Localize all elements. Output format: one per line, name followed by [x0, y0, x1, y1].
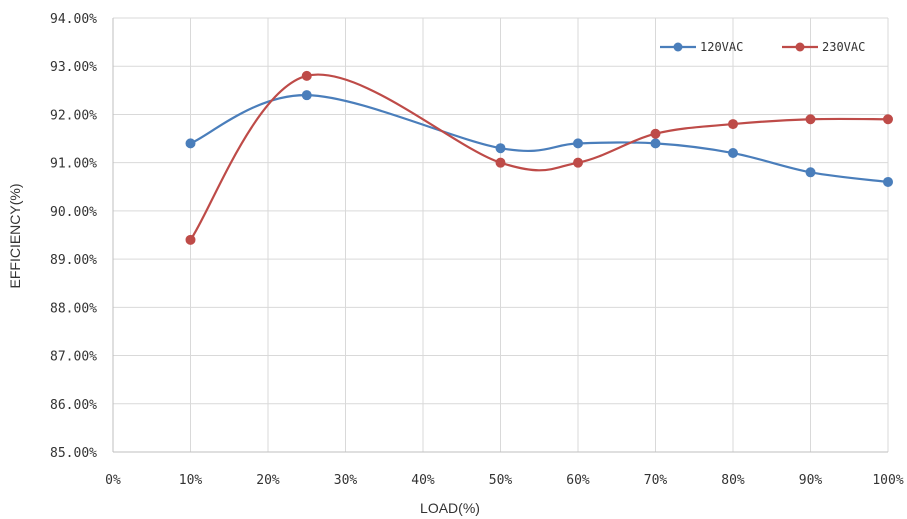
x-tick-labels: 0% 10% 20% 30% 40% 50% 60% 70% 80% 90% 100%	[105, 473, 904, 488]
data-point-120vac	[883, 176, 893, 187]
y-axis-title: EFFICIENCY(%)	[7, 184, 23, 289]
axes	[112, 18, 888, 453]
y-tick-label: 91.00%	[50, 157, 97, 172]
data-point-120vac	[301, 90, 312, 101]
data-point-120vac	[495, 143, 506, 154]
x-tick-label: 70%	[644, 473, 668, 488]
data-point-230vac	[495, 157, 506, 168]
legend-label-120vac: 120VAC	[700, 40, 743, 54]
x-tick-label: 40%	[411, 473, 435, 488]
y-tick-label: 86.00%	[50, 398, 97, 413]
data-point-230vac	[805, 114, 816, 125]
x-tick-label: 10%	[179, 473, 203, 488]
gridlines	[113, 17, 889, 453]
series-lines	[189, 73, 889, 241]
x-tick-label: 20%	[256, 473, 280, 488]
y-tick-label: 92.00%	[50, 108, 97, 123]
series-line-230vac	[189, 73, 889, 241]
data-point-120vac	[805, 167, 816, 178]
data-point-230vac	[883, 114, 893, 125]
data-point-230vac	[573, 157, 583, 168]
data-point-120vac	[573, 138, 583, 149]
data-point-120vac	[185, 138, 196, 149]
y-tick-label: 87.00%	[50, 350, 97, 365]
y-tick-label: 94.00%	[50, 12, 97, 27]
x-tick-label: 80%	[721, 473, 745, 488]
y-tick-labels: 85.00% 86.00% 87.00% 88.00% 89.00% 90.00% 91.0…	[50, 12, 97, 461]
data-point-230vac	[728, 119, 738, 130]
y-tick-label: 93.00%	[50, 60, 97, 75]
legend: 120VAC 230VAC	[660, 40, 865, 54]
y-tick-label: 88.00%	[50, 301, 97, 316]
x-tick-label: 90%	[799, 473, 823, 488]
x-tick-label: 0%	[105, 473, 121, 488]
x-tick-label: 100%	[872, 473, 903, 488]
data-point-230vac	[650, 128, 661, 139]
x-tick-label: 30%	[334, 473, 358, 488]
data-point-120vac	[650, 138, 661, 149]
data-point-230vac	[301, 70, 312, 81]
legend-label-230vac: 230VAC	[822, 40, 865, 54]
legend-marker-120vac	[673, 42, 683, 52]
data-point-230vac	[185, 234, 196, 245]
y-tick-label: 90.00%	[50, 205, 97, 220]
y-tick-label: 85.00%	[50, 446, 97, 461]
legend-marker-230vac	[795, 42, 805, 52]
data-point-120vac	[728, 148, 738, 159]
series-points	[185, 70, 893, 245]
x-tick-label: 60%	[566, 473, 590, 488]
y-tick-label: 89.00%	[50, 253, 97, 268]
series-line-120vac	[190, 94, 889, 184]
x-axis-title: LOAD(%)	[420, 500, 480, 516]
x-tick-label: 50%	[489, 473, 513, 488]
